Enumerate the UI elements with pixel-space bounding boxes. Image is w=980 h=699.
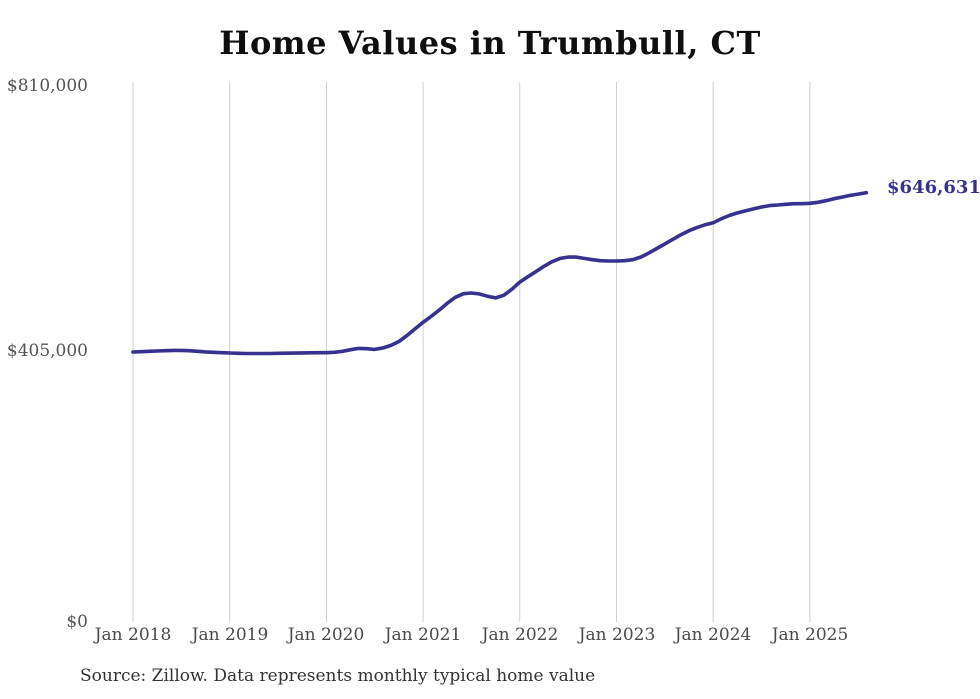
line-end-value-label: $646,631 bbox=[887, 177, 980, 198]
x-tick-label: Jan 2018 bbox=[94, 625, 172, 645]
x-tick-label: Jan 2025 bbox=[771, 625, 849, 645]
y-tick-label: $405,000 bbox=[6, 341, 88, 361]
x-tick-label: Jan 2024 bbox=[674, 625, 752, 645]
x-tick-label: Jan 2022 bbox=[481, 625, 559, 645]
y-tick-label: $810,000 bbox=[6, 76, 88, 96]
y-tick-label: $0 bbox=[66, 612, 88, 632]
x-tick-label: Jan 2020 bbox=[287, 625, 365, 645]
home-value-line bbox=[131, 190, 869, 356]
x-tick-label: Jan 2021 bbox=[384, 625, 462, 645]
x-tick-label: Jan 2019 bbox=[191, 625, 269, 645]
chart-title: Home Values in Trumbull, CT bbox=[219, 24, 761, 62]
x-tick-label: Jan 2023 bbox=[578, 625, 656, 645]
source-note: Source: Zillow. Data represents monthly … bbox=[80, 666, 596, 686]
